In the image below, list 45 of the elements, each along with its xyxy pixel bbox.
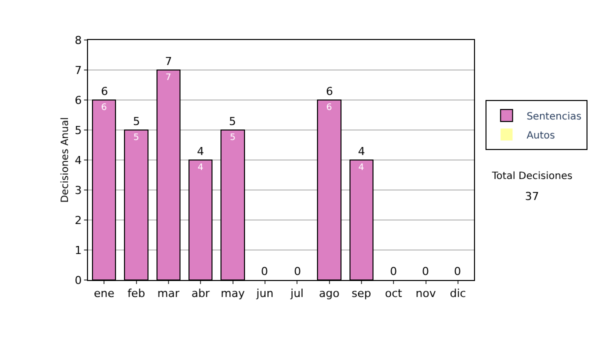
data-label: 6 <box>326 103 332 113</box>
total-label: 0 <box>454 265 461 278</box>
x-tick-label: sep <box>352 287 372 300</box>
total-label: 6 <box>101 85 108 98</box>
x-tick-label: dic <box>450 287 466 300</box>
x-tick-label: may <box>220 287 246 300</box>
total-label: 0 <box>422 265 429 278</box>
data-label: 4 <box>198 163 204 173</box>
data-label: 7 <box>166 73 172 83</box>
x-tick-label: jun <box>255 287 274 300</box>
data-label: 5 <box>133 133 140 143</box>
x-tick-label: ene <box>94 287 115 300</box>
legend-label: Sentencias <box>526 111 582 122</box>
text: Total Decisiones <box>491 171 572 182</box>
y-tick-label: 4 <box>74 154 82 167</box>
data-label: 5 <box>230 133 236 143</box>
total-label: 4 <box>358 145 365 158</box>
y-tick-label: 8 <box>74 34 82 47</box>
total-label: 6 <box>326 85 333 98</box>
y-tick-label: 3 <box>74 184 82 197</box>
total-label: 0 <box>390 265 397 278</box>
x-tick-label: ago <box>319 287 340 300</box>
total-label: 5 <box>229 115 236 128</box>
x-tick-label: mar <box>157 287 180 300</box>
total-label: 4 <box>197 145 204 158</box>
total-label: 7 <box>165 55 172 68</box>
text: 37 <box>525 190 539 203</box>
y-tick-label: 0 <box>74 274 82 287</box>
y-tick-label: 6 <box>74 94 82 107</box>
data-label: 4 <box>358 163 364 173</box>
y-axis-title: Decisiones Anual <box>60 117 71 203</box>
total-label: 5 <box>133 115 140 128</box>
y-tick-label: 7 <box>74 64 82 77</box>
x-tick-label: feb <box>127 287 146 300</box>
y-tick-label: 2 <box>74 214 82 227</box>
data-label: 6 <box>101 103 108 113</box>
y-tick-label: 5 <box>74 124 82 137</box>
x-tick-label: abr <box>191 287 210 300</box>
x-tick-label: oct <box>385 287 403 300</box>
total-label: 0 <box>261 265 268 278</box>
y-tick-label: 1 <box>74 244 82 257</box>
x-tick-label: nov <box>416 287 436 300</box>
total-label: 0 <box>294 265 301 278</box>
x-tick-label: jul <box>290 287 304 300</box>
legend-label: Autos <box>526 130 556 142</box>
